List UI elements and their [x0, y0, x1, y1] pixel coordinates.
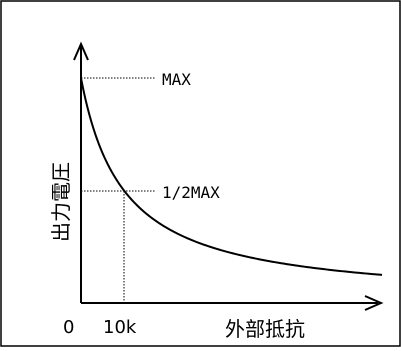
max-label: MAX — [162, 70, 191, 89]
y-axis-title: 出力電圧 — [49, 162, 73, 242]
x-axis-arrowhead — [364, 295, 384, 311]
x-tick-label-10k: 10k — [103, 317, 137, 338]
x-tick-label-0: 0 — [63, 317, 74, 338]
output-voltage-curve — [80, 77, 383, 276]
half-max-label: 1/2MAX — [162, 183, 220, 202]
y-axis-arrowhead — [73, 41, 89, 61]
x-axis-title: 外部抵抗 — [225, 317, 305, 341]
